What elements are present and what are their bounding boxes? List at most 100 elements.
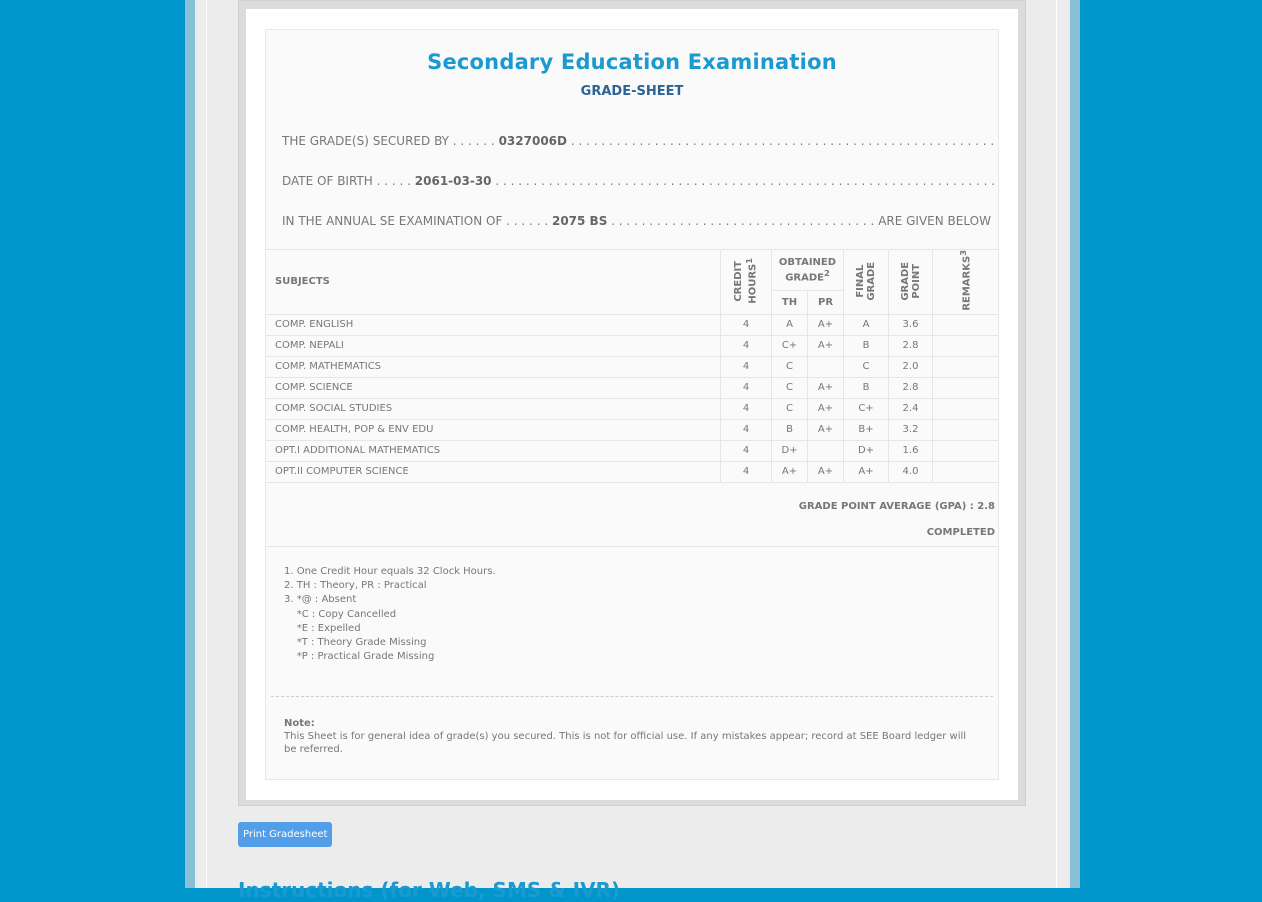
- cell-subject: OPT.I ADDITIONAL MATHEMATICS: [266, 439, 721, 462]
- divider: [271, 695, 993, 697]
- print-gradesheet-button[interactable]: Print Gradesheet: [238, 822, 333, 847]
- cell-gp: 1.6: [888, 439, 933, 462]
- exam-year: 2075 BS: [551, 214, 608, 228]
- cell-subject: OPT.II COMPUTER SCIENCE: [266, 460, 721, 483]
- result-status: COMPLETED: [926, 526, 995, 538]
- header-th: TH: [771, 290, 808, 315]
- cell-remarks: [932, 355, 999, 378]
- divider: [1056, 0, 1057, 888]
- gradesheet-card: Secondary Education Examination GRADE-SH…: [265, 29, 999, 780]
- divider: [206, 0, 207, 888]
- cell-th: C: [771, 397, 808, 420]
- grades-table: SUBJECTS CREDIT HOURS1 OBTAINED GRADE2 F…: [266, 248, 999, 483]
- cell-pr: A+: [807, 334, 844, 357]
- cell-subject: COMP. ENGLISH: [266, 313, 721, 336]
- label: CREDIT HOURS: [733, 259, 759, 304]
- table-row: COMP. NEPALI 4 C+ A+ B 2.8: [266, 334, 999, 357]
- label: OBTAINED GRADE: [778, 256, 837, 284]
- cell-subject: COMP. HEALTH, POP & ENV EDU: [266, 418, 721, 441]
- cell-pr: A+: [807, 397, 844, 420]
- table-row: COMP. MATHEMATICS 4 C C 2.0: [266, 355, 999, 378]
- cell-gp: 2.4: [888, 397, 933, 420]
- cell-pr: A+: [807, 376, 844, 399]
- cell-pr: [807, 355, 844, 378]
- cell-th: C: [771, 355, 808, 378]
- cell-th: B: [771, 418, 808, 441]
- cell-ch: 4: [720, 376, 772, 399]
- header-remarks: REMARKS3: [932, 249, 999, 315]
- table-row: COMP. ENGLISH 4 A A+ A 3.6: [266, 313, 999, 336]
- legend-item: 2. TH : Theory, PR : Practical: [284, 579, 427, 591]
- cell-th: A+: [771, 460, 808, 483]
- cell-ch: 4: [720, 460, 772, 483]
- header-credit-hours: CREDIT HOURS1: [720, 249, 772, 315]
- cell-gp: 3.2: [888, 418, 933, 441]
- label: DATE OF BIRTH . . . . .: [282, 174, 411, 188]
- cell-pr: A+: [807, 313, 844, 336]
- cell-remarks: [932, 418, 999, 441]
- right-border: [1070, 0, 1080, 888]
- cell-ch: 4: [720, 313, 772, 336]
- instructions-heading: Instructions (for Web, SMS & IVR): [238, 878, 621, 902]
- label: REMARKS: [961, 255, 973, 311]
- dots: . . . . . . . . . . . . . . . . . . . . …: [491, 174, 998, 188]
- cell-final: A: [843, 313, 889, 336]
- cell-remarks: [932, 439, 999, 462]
- header-grade-point: GRADE POINT: [888, 249, 933, 315]
- table-row: COMP. SCIENCE 4 C A+ B 2.8: [266, 376, 999, 399]
- table-row: OPT.II COMPUTER SCIENCE 4 A+ A+ A+ 4.0: [266, 460, 999, 483]
- cell-ch: 4: [720, 439, 772, 462]
- symbol-number: 0327006D: [498, 134, 567, 148]
- cell-final: C: [843, 355, 889, 378]
- cell-ch: 4: [720, 355, 772, 378]
- date-of-birth: 2061-03-30: [414, 174, 492, 188]
- left-border: [185, 0, 195, 888]
- table-row: COMP. HEALTH, POP & ENV EDU 4 B A+ B+ 3.2: [266, 418, 999, 441]
- cell-final: A+: [843, 460, 889, 483]
- legend-item: 1. One Credit Hour equals 32 Clock Hours…: [284, 565, 496, 577]
- header-final-grade: FINAL GRADE: [843, 249, 889, 315]
- cell-pr: A+: [807, 460, 844, 483]
- legend-item: *P : Practical Grade Missing: [284, 651, 435, 663]
- legend: 1. One Credit Hour equals 32 Clock Hours…: [266, 545, 998, 696]
- cell-remarks: [932, 460, 999, 483]
- label: THE GRADE(S) SECURED BY . . . . . .: [282, 134, 495, 148]
- cell-remarks: [932, 313, 999, 336]
- sup: 2: [823, 267, 830, 278]
- note-label: Note:: [284, 717, 315, 729]
- table-row: COMP. SOCIAL STUDIES 4 C A+ C+ 2.4: [266, 397, 999, 420]
- header-pr: PR: [807, 290, 844, 315]
- dob-line: DATE OF BIRTH . . . . . 2061-03-30 . . .…: [266, 161, 998, 201]
- sup: 1: [744, 257, 755, 264]
- label: GRADE POINT: [899, 260, 922, 300]
- cell-th: D+: [771, 439, 808, 462]
- cell-pr: [807, 439, 844, 462]
- cell-remarks: [932, 334, 999, 357]
- gradesheet: Secondary Education Examination GRADE-SH…: [246, 9, 1018, 800]
- dots: . . . . . . . . . . . . . . . . . . . . …: [570, 134, 998, 148]
- cell-gp: 2.8: [888, 334, 933, 357]
- gpa: GRADE POINT AVERAGE (GPA) : 2.8: [798, 500, 995, 512]
- cell-subject: COMP. MATHEMATICS: [266, 355, 721, 378]
- cell-gp: 2.0: [888, 355, 933, 378]
- cell-remarks: [932, 376, 999, 399]
- header-subjects: SUBJECTS: [266, 249, 721, 315]
- cell-remarks: [932, 397, 999, 420]
- exam-title: Secondary Education Examination: [427, 50, 837, 74]
- cell-subject: COMP. SOCIAL STUDIES: [266, 397, 721, 420]
- dots: . . . . . . . . . . . . . . . . . . . . …: [607, 214, 875, 228]
- cell-final: C+: [843, 397, 889, 420]
- cell-th: A: [771, 313, 808, 336]
- legend-item: *C : Copy Cancelled: [284, 608, 397, 620]
- label: FINAL GRADE: [855, 260, 877, 300]
- note-text: This Sheet is for general idea of grade(…: [284, 730, 967, 755]
- cell-final: D+: [843, 439, 889, 462]
- cell-ch: 4: [720, 334, 772, 357]
- legend-item: *T : Theory Grade Missing: [284, 637, 427, 649]
- sup: 3: [958, 250, 969, 256]
- cell-th: C+: [771, 334, 808, 357]
- secured-by-line: THE GRADE(S) SECURED BY . . . . . . 0327…: [266, 121, 998, 161]
- cell-final: B: [843, 334, 889, 357]
- cell-final: B: [843, 376, 889, 399]
- cell-ch: 4: [720, 418, 772, 441]
